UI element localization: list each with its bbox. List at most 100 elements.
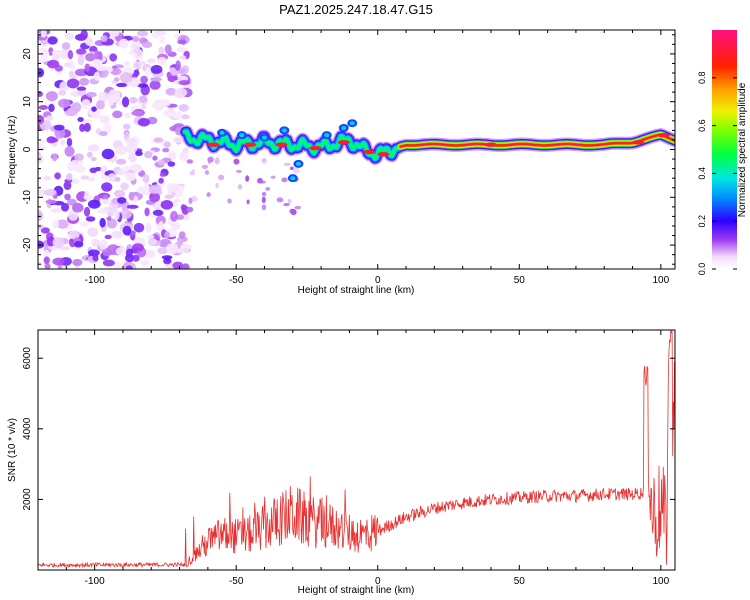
heatmap-noise-cell — [52, 153, 58, 162]
snr-series — [38, 330, 675, 569]
heatmap-noise-cell — [67, 49, 74, 60]
heatmap-noise-cell — [159, 100, 171, 107]
heatmap-noise-cell — [112, 110, 123, 119]
heatmap-noise-cell — [72, 202, 84, 213]
heatmap-noise-cell — [170, 184, 180, 193]
heatmap-stray-cell — [188, 197, 193, 204]
heatmap-noise-cell — [162, 147, 170, 153]
heatmap-noise-cell — [141, 41, 153, 48]
heatmap-noise-cell — [51, 49, 65, 56]
heatmap-noise-cell — [157, 56, 167, 65]
heatmap-noise-cell — [45, 199, 57, 204]
heatmap-hotspot — [377, 152, 390, 157]
heatmap-noise-cell — [142, 174, 150, 184]
heatmap-noise-cell — [40, 40, 49, 45]
heatmap-noise-cell — [178, 231, 186, 240]
heatmap-noise-cell — [52, 257, 65, 266]
heatmap-noise-cell — [50, 208, 63, 213]
spectrogram-xtick-label: 0 — [375, 275, 381, 286]
heatmap-noise-cell — [151, 103, 161, 109]
heatmap-hotspot — [309, 145, 322, 151]
heatmap-noise-cell — [38, 68, 45, 78]
heatmap-noise-cell — [54, 128, 66, 139]
heatmap-stray-cell — [233, 158, 240, 165]
heatmap-noise-cell — [92, 254, 99, 262]
heatmap-noise-cell — [86, 91, 97, 98]
heatmap-noise-cell — [38, 261, 43, 268]
heatmap-noise-cell — [70, 159, 84, 167]
figure-title: PAZ1.2025.247.18.47.G15 — [279, 2, 433, 17]
heatmap-noise-cell — [68, 70, 75, 77]
heatmap-stray-cell — [235, 169, 242, 173]
heatmap-noise-cell — [147, 58, 156, 64]
heatmap-noise-cell — [84, 190, 90, 200]
heatmap-noise-cell — [48, 47, 54, 56]
heatmap-stray-cell — [207, 156, 214, 163]
spectrogram-ytick-label: 10 — [22, 96, 33, 108]
heatmap-noise-cell — [100, 115, 110, 124]
heatmap-noise-cell — [108, 89, 121, 101]
heatmap-hotspot — [275, 142, 288, 147]
heatmap-noise-cell — [98, 91, 110, 103]
heatmap-noise-cell — [128, 191, 135, 201]
heatmap-noise-cell — [109, 53, 118, 62]
colorbar-gradient — [712, 30, 737, 269]
heatmap-noise-cell — [125, 142, 138, 153]
heatmap-stray-cell — [237, 184, 243, 190]
snr-xtick-label: 50 — [514, 576, 526, 587]
spectrogram-xtick-label: -100 — [85, 275, 105, 286]
heatmap-noise-cell — [145, 66, 152, 77]
heatmap-noise-cell — [164, 231, 170, 239]
heatmap-noise-cell — [40, 30, 47, 38]
heatmap-noise-cell — [157, 247, 168, 255]
heatmap-stray-cell — [287, 198, 292, 204]
heatmap-noise-cell — [60, 202, 70, 212]
heatmap-noise-cell — [180, 204, 187, 211]
heatmap-noise-cell — [118, 38, 129, 49]
heatmap-noise-cell — [107, 66, 114, 73]
heatmap-noise-cell — [91, 238, 101, 247]
heatmap-noise-cell — [131, 35, 140, 43]
heatmap-noise-cell — [99, 131, 108, 137]
heatmap-noise-cell — [128, 152, 137, 163]
heatmap-noise-cell — [40, 227, 50, 234]
heatmap-noise-cell — [115, 145, 128, 155]
heatmap-noise-cell — [117, 197, 127, 204]
heatmap-noise-cell — [171, 111, 183, 119]
heatmap-noise-cell — [38, 114, 45, 125]
heatmap-stray-cell — [270, 175, 276, 179]
heatmap-noise-cell — [124, 137, 137, 145]
colorbar-tick-label: 0.0 — [697, 263, 707, 276]
heatmap-noise-cell — [110, 68, 122, 76]
heatmap-noise-cell — [139, 95, 148, 104]
heatmap-noise-cell — [176, 69, 185, 75]
heatmap-stray-cell — [283, 162, 291, 166]
heatmap-noise-cell — [38, 146, 47, 152]
heatmap-noise-cell — [129, 77, 140, 88]
heatmap-noise-cell — [38, 224, 45, 230]
heatmap-noise-cell — [43, 256, 50, 265]
heatmap-noise-cell — [170, 69, 179, 75]
snr-line — [38, 330, 675, 569]
heatmap-noise-cell — [77, 54, 85, 66]
heatmap-noise-cell — [52, 219, 60, 229]
heatmap-stray-cell — [204, 170, 210, 175]
heatmap-noise-cell — [87, 144, 100, 152]
heatmap-noise-cell — [159, 172, 167, 177]
heatmap-noise-cell — [179, 55, 187, 60]
heatmap-noise-cell — [148, 184, 162, 194]
heatmap-noise-cell — [158, 220, 164, 231]
heatmap-noise-cell — [38, 142, 43, 147]
heatmap-stray-cell — [293, 167, 300, 174]
heatmap-noise-cell — [150, 77, 162, 82]
heatmap-noise-cell — [48, 103, 55, 113]
heatmap-noise-cell — [45, 90, 58, 102]
heatmap-noise-cell — [72, 258, 83, 267]
heatmap-noise-cell — [84, 37, 93, 46]
heatmap-noise-cell — [101, 175, 109, 180]
heatmap-noise-cell — [177, 39, 187, 45]
heatmap-stray-cell — [186, 206, 194, 213]
heatmap-branch-core — [341, 125, 347, 130]
snr-panel: -100 -50 0 50 100 2000 4000 6000 Height of stra… — [7, 329, 676, 596]
